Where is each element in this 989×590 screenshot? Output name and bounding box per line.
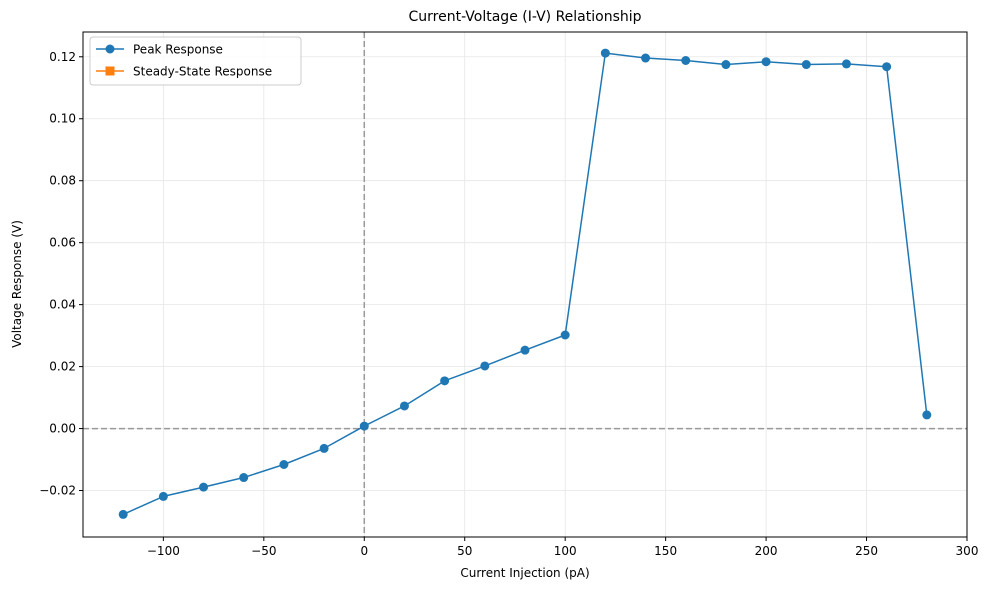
x-tick-label: 150 — [654, 544, 677, 558]
data-point-peak-response — [801, 60, 811, 70]
legend-marker-steady-state-response — [105, 66, 115, 76]
data-point-peak-response — [239, 473, 249, 483]
y-tick-label: 0.00 — [49, 422, 76, 436]
plot-frame — [82, 31, 968, 538]
legend: Peak Response Steady-State Response — [89, 36, 302, 86]
y-tick-label: 0.02 — [49, 360, 76, 374]
x-axis-label: Current Injection (pA) — [460, 566, 589, 580]
data-point-peak-response — [359, 421, 369, 431]
x-tick-label: −50 — [251, 544, 276, 558]
data-point-peak-response — [600, 48, 610, 58]
chart-title: Current-Voltage (I-V) Relationship — [408, 9, 641, 25]
data-point-peak-response — [761, 57, 771, 67]
x-tick-label: 250 — [855, 544, 878, 558]
data-point-peak-response — [641, 53, 651, 63]
data-point-peak-response — [520, 345, 530, 355]
data-point-peak-response — [721, 60, 731, 70]
y-axis-ticks: −0.02 0.00 0.02 0.04 0.06 0.08 0.10 0.12 — [39, 50, 83, 498]
data-point-peak-response — [480, 361, 490, 371]
data-point-peak-response — [199, 482, 209, 492]
data-point-peak-response — [681, 56, 691, 66]
y-tick-label: −0.02 — [39, 484, 76, 498]
data-point-peak-response — [841, 59, 851, 69]
data-point-peak-response — [399, 401, 409, 411]
data-point-peak-response — [158, 491, 168, 501]
y-axis-label: Voltage Response (V) — [10, 220, 24, 348]
x-tick-label: 50 — [457, 544, 472, 558]
data-point-peak-response — [922, 410, 932, 420]
x-tick-label: 200 — [755, 544, 778, 558]
legend-entry-steady-state-response: Steady-State Response — [96, 65, 272, 79]
data-point-peak-response — [118, 509, 128, 519]
legend-marker-peak-response — [105, 44, 115, 54]
x-tick-label: 100 — [554, 544, 577, 558]
legend-box — [89, 36, 302, 86]
reference-lines — [83, 32, 967, 537]
x-tick-label: 0 — [360, 544, 368, 558]
data-point-peak-response — [560, 330, 570, 340]
legend-label-steady-state-response: Steady-State Response — [133, 65, 272, 79]
y-tick-label: 0.06 — [49, 236, 76, 250]
y-tick-label: 0.12 — [49, 50, 76, 64]
legend-label-peak-response: Peak Response — [133, 43, 223, 57]
series-layer — [118, 48, 932, 519]
data-point-peak-response — [882, 62, 892, 72]
data-point-peak-response — [279, 460, 289, 470]
y-tick-label: 0.10 — [49, 112, 76, 126]
data-point-peak-response — [440, 376, 450, 386]
data-point-peak-response — [319, 443, 329, 453]
legend-entry-peak-response: Peak Response — [96, 43, 223, 57]
x-tick-label: −100 — [147, 544, 180, 558]
x-axis-ticks: −100 −50 0 50 100 150 200 250 300 — [147, 537, 979, 558]
x-tick-label: 300 — [956, 544, 979, 558]
y-tick-label: 0.08 — [49, 174, 76, 188]
y-tick-label: 0.04 — [49, 298, 76, 312]
